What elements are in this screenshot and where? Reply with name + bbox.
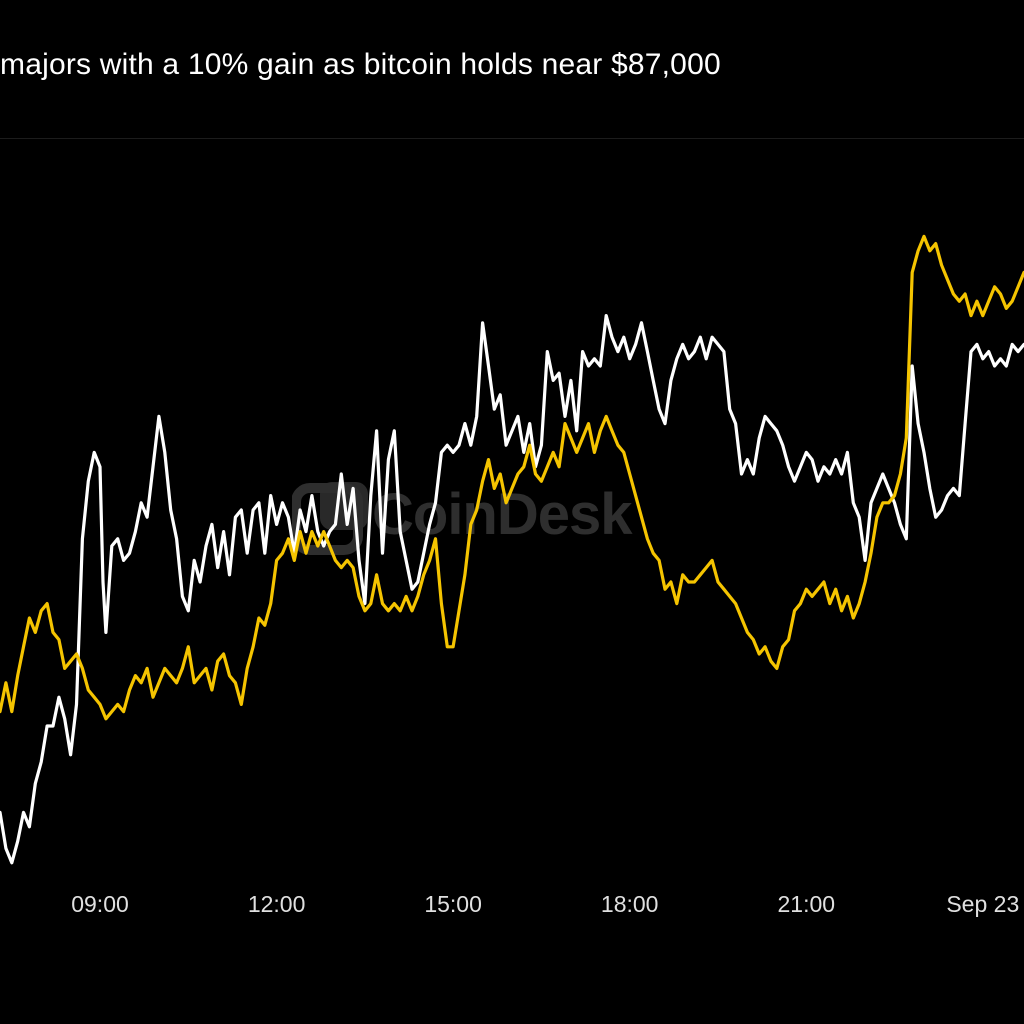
x-tick-label: 18:00 [601, 891, 659, 917]
x-tick-label: Sep 23 [946, 891, 1019, 917]
x-tick-label: 15:00 [424, 891, 482, 917]
x-tick-label: 09:00 [71, 891, 129, 917]
x-tick-label: 21:00 [778, 891, 836, 917]
watermark: CoinDesk [291, 478, 732, 558]
x-axis-ticks: 09:00 12:00 15:00 18:00 21:00 Sep 23 [71, 891, 1019, 917]
series-layer [0, 234, 1024, 865]
watermark-text: CoinDesk [372, 482, 633, 547]
series-line-1 [0, 314, 1024, 865]
title-divider [0, 138, 1024, 139]
series-line-2 [0, 234, 1024, 721]
x-tick-label: 12:00 [248, 891, 306, 917]
chart-title: majors with a 10% gain as bitcoin holds … [0, 48, 721, 81]
